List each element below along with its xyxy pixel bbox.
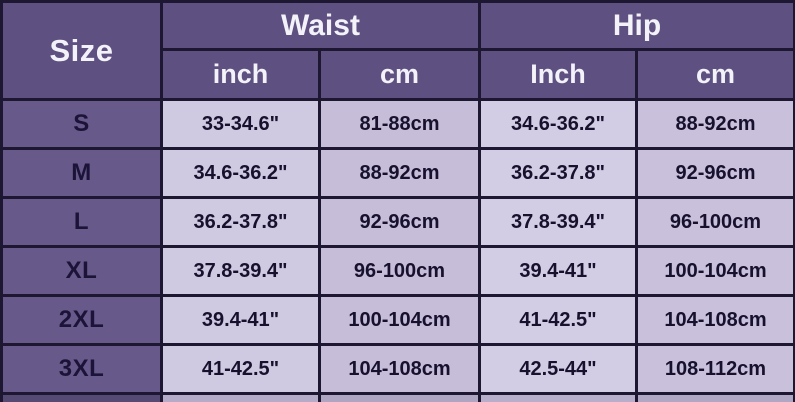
size-cell: S	[3, 101, 163, 150]
size-cell: XL	[3, 248, 163, 297]
header-group-waist: Waist	[163, 3, 481, 51]
waist-cm-cell: 96-100cm	[321, 248, 481, 297]
table-row-3xl: 3XL 41-42.5" 104-108cm 42.5-44" 108-112c…	[3, 346, 793, 395]
waist-cm-cell: 92-96cm	[321, 199, 481, 248]
waist-inch-cell: 36.2-37.8"	[163, 199, 321, 248]
header-size: Size	[3, 3, 163, 101]
hip-cm-cell: 100-104cm	[638, 248, 793, 297]
table-row-s: S 33-34.6" 81-88cm 34.6-36.2" 88-92cm	[3, 101, 793, 150]
size-cell: M	[3, 150, 163, 199]
table-row-m: M 34.6-36.2" 88-92cm 36.2-37.8" 92-96cm	[3, 150, 793, 199]
table-header: Size Waist Hip inch cm Inch cm	[3, 3, 793, 101]
hip-cm-cell: 92-96cm	[638, 150, 793, 199]
cropped-cell	[481, 395, 638, 402]
table-row-2xl: 2XL 39.4-41" 100-104cm 41-42.5" 104-108c…	[3, 297, 793, 346]
waist-inch-cell: 37.8-39.4"	[163, 248, 321, 297]
header-hip-cm: cm	[638, 51, 793, 101]
header-waist-inch: inch	[163, 51, 321, 101]
hip-inch-cell: 37.8-39.4"	[481, 199, 638, 248]
cropped-cell	[321, 395, 481, 402]
size-cell: 3XL	[3, 346, 163, 395]
cropped-cell	[163, 395, 321, 402]
waist-cm-cell: 81-88cm	[321, 101, 481, 150]
header-waist-cm: cm	[321, 51, 481, 101]
hip-inch-cell: 42.5-44"	[481, 346, 638, 395]
hip-cm-cell: 96-100cm	[638, 199, 793, 248]
size-cell: 2XL	[3, 297, 163, 346]
hip-cm-cell: 108-112cm	[638, 346, 793, 395]
header-measurement-groups: Waist Hip inch cm Inch cm	[163, 3, 793, 101]
hip-inch-cell: 39.4-41"	[481, 248, 638, 297]
waist-inch-cell: 33-34.6"	[163, 101, 321, 150]
header-unit-row: inch cm Inch cm	[163, 51, 793, 101]
hip-inch-cell: 34.6-36.2"	[481, 101, 638, 150]
table-row-l: L 36.2-37.8" 92-96cm 37.8-39.4" 96-100cm	[3, 199, 793, 248]
cropped-size-cell	[3, 395, 163, 402]
header-hip-inch: Inch	[481, 51, 638, 101]
hip-cm-cell: 104-108cm	[638, 297, 793, 346]
cropped-cell	[638, 395, 793, 402]
header-group-hip: Hip	[481, 3, 793, 51]
hip-inch-cell: 41-42.5"	[481, 297, 638, 346]
hip-cm-cell: 88-92cm	[638, 101, 793, 150]
table-row-xl: XL 37.8-39.4" 96-100cm 39.4-41" 100-104c…	[3, 248, 793, 297]
size-cell: L	[3, 199, 163, 248]
waist-inch-cell: 41-42.5"	[163, 346, 321, 395]
hip-inch-cell: 36.2-37.8"	[481, 150, 638, 199]
header-group-row: Waist Hip	[163, 3, 793, 51]
waist-cm-cell: 100-104cm	[321, 297, 481, 346]
cropped-bottom-row	[3, 395, 793, 402]
waist-inch-cell: 39.4-41"	[163, 297, 321, 346]
waist-cm-cell: 88-92cm	[321, 150, 481, 199]
waist-cm-cell: 104-108cm	[321, 346, 481, 395]
waist-inch-cell: 34.6-36.2"	[163, 150, 321, 199]
